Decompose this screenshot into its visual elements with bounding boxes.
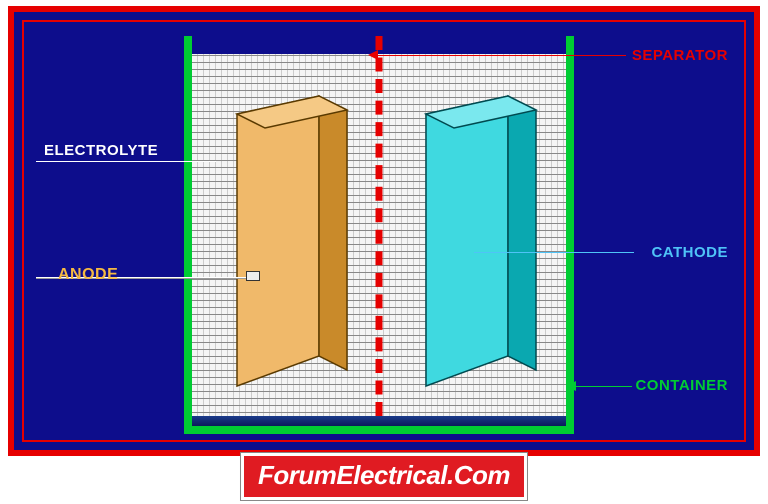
anode-electrode bbox=[237, 96, 347, 386]
cathode-label: CATHODE bbox=[651, 244, 728, 261]
separator-lead-line bbox=[376, 55, 626, 56]
electrolyte-lead-line bbox=[36, 161, 216, 162]
anode-label: ANODE bbox=[58, 266, 118, 284]
cathode-lead-line bbox=[474, 252, 634, 253]
site-logo-banner: ForumElectrical.Com bbox=[241, 453, 527, 500]
cathode-shape bbox=[426, 96, 536, 386]
container-lead-line bbox=[574, 386, 632, 387]
bottom-liquid-layer bbox=[192, 416, 566, 426]
container-vessel bbox=[184, 36, 574, 434]
separator-label: SEPARATOR bbox=[632, 47, 728, 64]
anode-pointer-icon bbox=[246, 271, 260, 281]
cathode-electrode bbox=[426, 96, 536, 386]
diagram-frame: SEPARATOR ELECTROLYTE ANODE CATHODE CONT… bbox=[8, 6, 760, 456]
separator-line bbox=[376, 36, 383, 416]
anode-shape bbox=[237, 96, 347, 386]
container-arrow-icon bbox=[566, 381, 576, 391]
container-label: CONTAINER bbox=[635, 377, 728, 394]
separator-arrow-icon bbox=[368, 50, 378, 60]
electrolyte-label: ELECTROLYTE bbox=[44, 142, 158, 159]
